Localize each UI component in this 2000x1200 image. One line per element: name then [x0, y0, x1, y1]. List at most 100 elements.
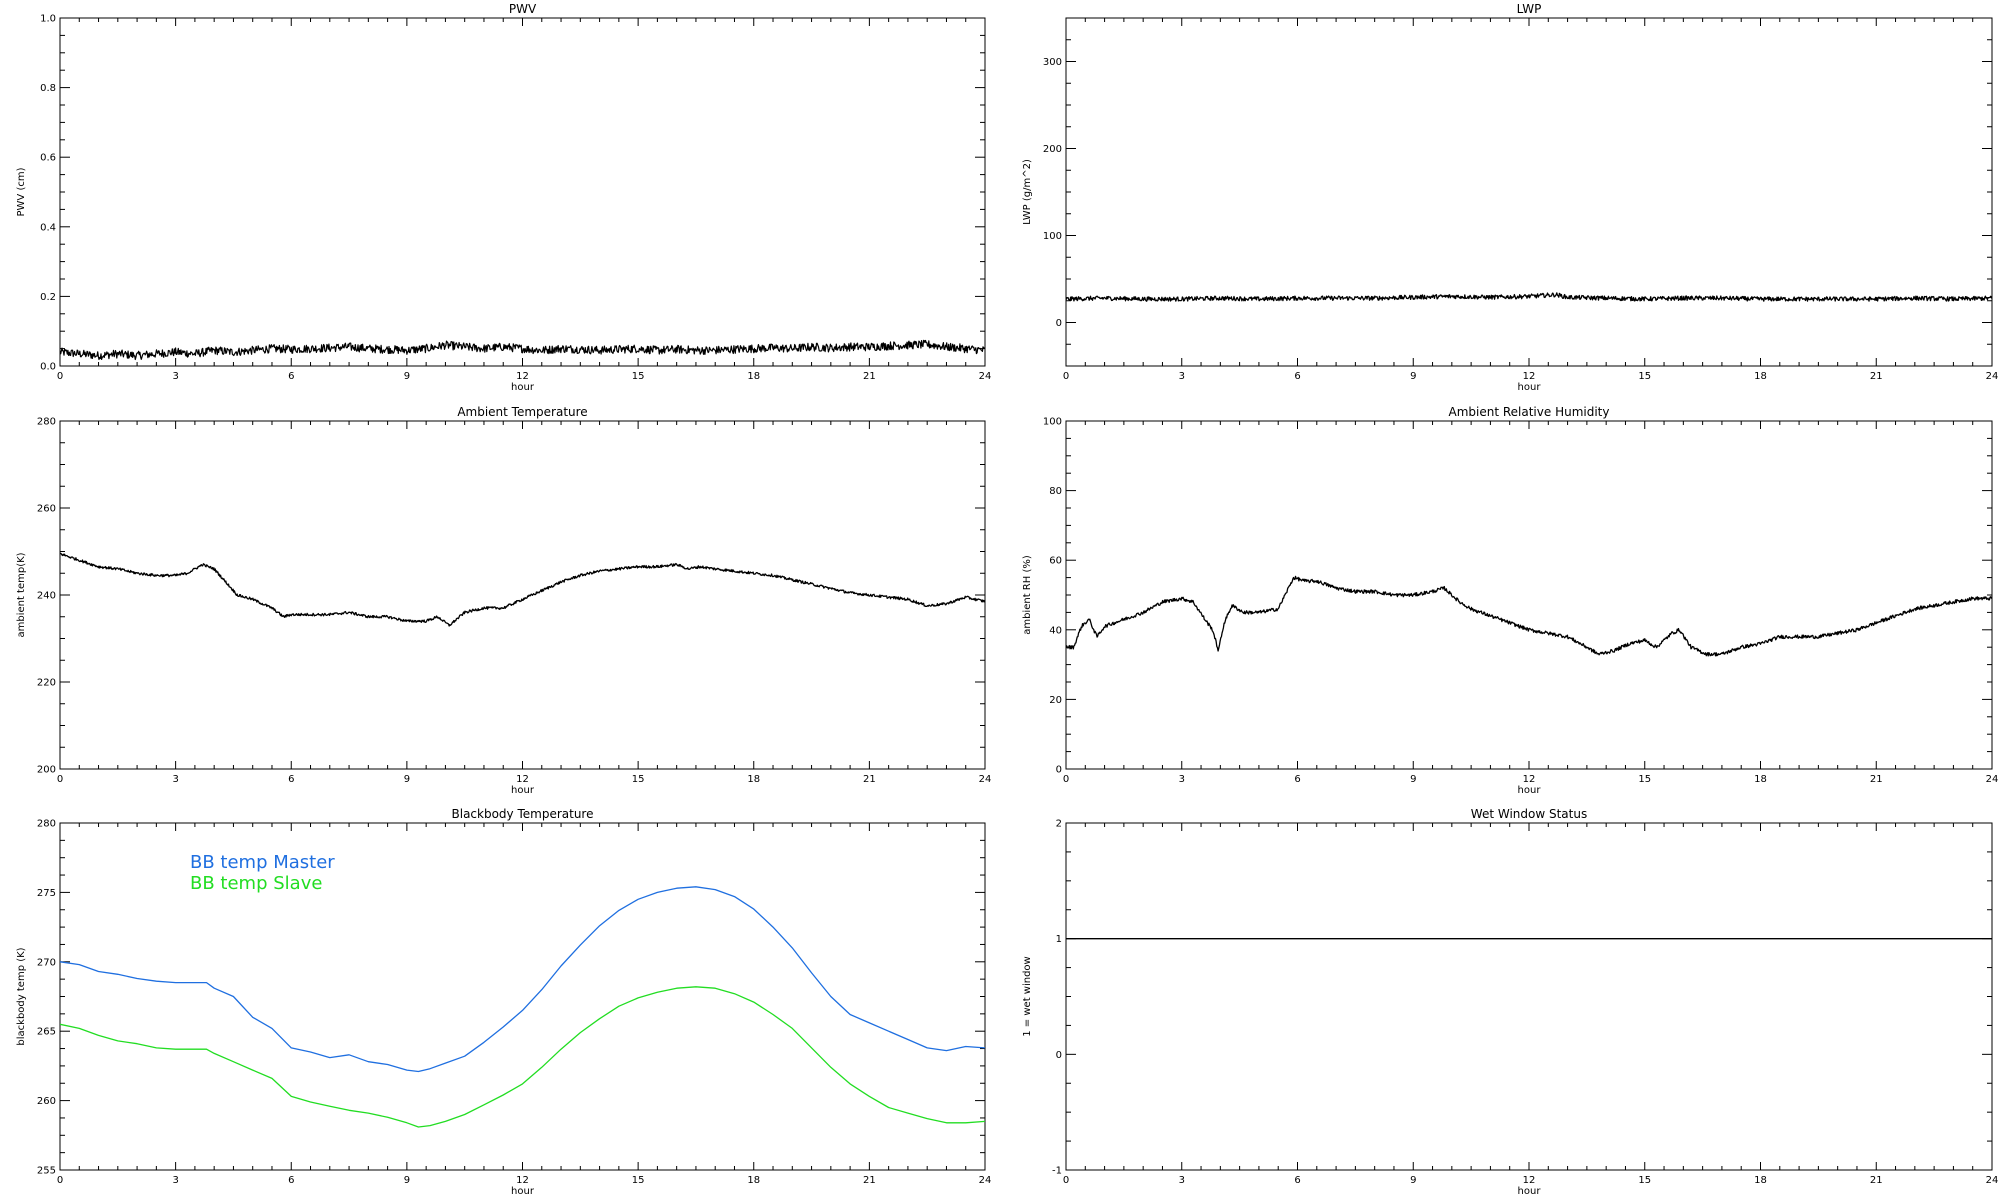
- x-tick-label: 0: [1063, 371, 1069, 382]
- x-tick-label: 3: [172, 371, 178, 382]
- y-tick-label: 270: [37, 957, 56, 968]
- plot-frame: [1065, 420, 1993, 770]
- series-line-bb-temp-master: [60, 886, 985, 1073]
- y-axis-label: LWP (g/m^2): [1022, 159, 1033, 225]
- x-axis-label: hour: [1518, 382, 1542, 393]
- y-tick-label: 255: [37, 1166, 56, 1177]
- plot-frame: [1065, 17, 1993, 367]
- x-tick-label: 24: [1986, 774, 1999, 785]
- plot-frame: [59, 17, 986, 367]
- y-tick-label: 0.2: [40, 292, 56, 303]
- chart-title: LWP: [1517, 2, 1542, 16]
- x-tick-label: 6: [288, 371, 294, 382]
- x-tick-label: 12: [1523, 371, 1536, 382]
- y-tick-label: 240: [37, 591, 56, 602]
- y-tick-label: 0.8: [40, 83, 56, 94]
- x-tick-label: 9: [1410, 774, 1416, 785]
- x-tick-label: 21: [863, 774, 876, 785]
- y-axis-label: ambient RH (%): [1022, 555, 1033, 635]
- x-tick-label: 21: [1870, 774, 1883, 785]
- x-tick-label: 18: [1754, 371, 1767, 382]
- x-axis-label: hour: [511, 1186, 535, 1197]
- y-tick-label: 60: [1049, 556, 1062, 567]
- x-tick-label: 9: [404, 371, 410, 382]
- y-axis-label: ambient temp(K): [16, 552, 27, 637]
- y-axis-label: blackbody temp (K): [16, 947, 27, 1045]
- x-tick-label: 12: [1523, 774, 1536, 785]
- x-tick-label: 0: [1063, 1175, 1069, 1186]
- y-tick-label: -1: [1052, 1166, 1062, 1177]
- x-tick-label: 6: [1294, 774, 1300, 785]
- x-tick-label: 6: [288, 1175, 294, 1186]
- x-tick-label: 21: [863, 1175, 876, 1186]
- y-tick-label: 280: [37, 417, 56, 428]
- x-tick-label: 3: [172, 774, 178, 785]
- x-tick-label: 18: [1754, 774, 1767, 785]
- x-tick-label: 15: [632, 1175, 645, 1186]
- panel-pwv: PWV 0 3 6 9 12 15 18 21 24 hour 0.0 0.2 0.4 0.6 0.8 1.0 P…: [16, 2, 991, 393]
- x-tick-label: 24: [1986, 1175, 1999, 1186]
- x-tick-label: 3: [1179, 1175, 1185, 1186]
- x-tick-label: 21: [1870, 371, 1883, 382]
- x-tick-label: 3: [1179, 371, 1185, 382]
- y-tick-label: 80: [1049, 486, 1062, 497]
- x-tick-label: 18: [747, 371, 760, 382]
- chart-title: Blackbody Temperature: [452, 807, 594, 821]
- y-tick-label: 0: [1056, 318, 1062, 329]
- x-tick-label: 15: [1638, 1175, 1651, 1186]
- x-tick-label: 12: [516, 774, 529, 785]
- chart-title: Ambient Relative Humidity: [1449, 405, 1610, 419]
- x-tick-label: 12: [516, 371, 529, 382]
- legend-item-bb-temp-slave: BB temp Slave: [190, 873, 322, 894]
- series-line-ambient-temperature-0: [60, 552, 985, 627]
- panel-blackbody-temperature: Blackbody Temperature 0 3 6 9 12 15 18 21 24 hour 2…: [16, 807, 991, 1197]
- x-tick-label: 24: [979, 774, 992, 785]
- x-tick-label: 12: [1523, 1175, 1536, 1186]
- x-tick-label: 9: [1410, 1175, 1416, 1186]
- y-tick-label: 200: [37, 765, 56, 776]
- x-tick-label: 9: [404, 774, 410, 785]
- x-tick-label: 3: [1179, 774, 1185, 785]
- y-tick-label: 0: [1056, 765, 1062, 776]
- y-tick-label: 265: [37, 1027, 56, 1038]
- y-tick-label: 100: [1043, 231, 1062, 242]
- panel-ambient-relative-humidity: Ambient Relative Humidity 0 3 6 9 12 15 18 21 24 h…: [1022, 405, 1998, 796]
- x-tick-label: 0: [1063, 774, 1069, 785]
- y-tick-label: 0.4: [40, 222, 56, 233]
- legend-item-bb-temp-master: BB temp Master: [190, 852, 335, 873]
- x-tick-label: 18: [747, 774, 760, 785]
- y-tick-label: 1.0: [40, 14, 56, 25]
- x-axis-label: hour: [511, 785, 535, 796]
- x-axis-label: hour: [1518, 1186, 1542, 1197]
- x-tick-label: 15: [1638, 774, 1651, 785]
- x-axis-label: hour: [511, 382, 535, 393]
- x-tick-label: 21: [863, 371, 876, 382]
- x-tick-label: 24: [979, 371, 992, 382]
- x-tick-label: 24: [979, 1175, 992, 1186]
- x-tick-label: 21: [1870, 1175, 1883, 1186]
- series-line-pwv-0: [60, 339, 985, 361]
- plot-frame: [1065, 822, 1993, 1171]
- y-tick-label: 220: [37, 678, 56, 689]
- y-tick-label: 300: [1043, 57, 1062, 68]
- x-tick-label: 6: [1294, 1175, 1300, 1186]
- x-tick-label: 0: [57, 774, 63, 785]
- x-tick-label: 15: [632, 774, 645, 785]
- panel-lwp: LWP 0 3 6 9 12 15 18 21 24 hour 0 100 200 300 LWP (g/m^…: [1022, 2, 1998, 393]
- x-tick-label: 6: [288, 774, 294, 785]
- plot-frame: [59, 420, 986, 770]
- y-tick-label: 1: [1056, 934, 1062, 945]
- x-tick-label: 12: [516, 1175, 529, 1186]
- y-tick-label: 100: [1043, 417, 1062, 428]
- y-tick-label: 40: [1049, 625, 1062, 636]
- series-line-bb-temp-slave: [60, 986, 985, 1128]
- chart-title: Ambient Temperature: [457, 405, 587, 419]
- chart-title: PWV: [509, 2, 537, 16]
- y-tick-label: 275: [37, 888, 56, 899]
- x-tick-label: 6: [1294, 371, 1300, 382]
- x-tick-label: 9: [404, 1175, 410, 1186]
- x-tick-label: 0: [57, 1175, 63, 1186]
- x-axis-label: hour: [1518, 785, 1542, 796]
